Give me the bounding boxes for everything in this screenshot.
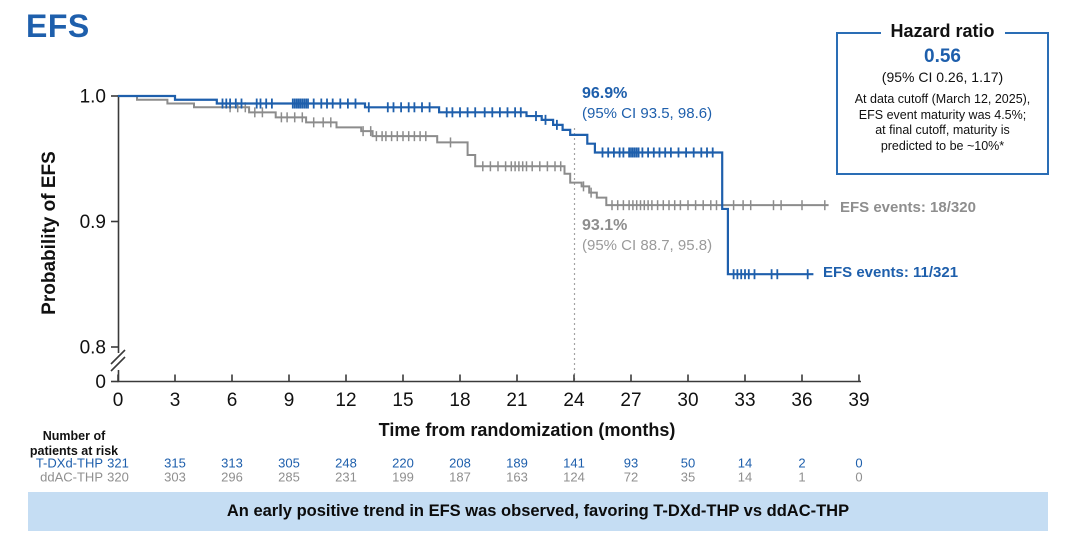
x-tick-label: 39 <box>848 390 869 411</box>
x-tick-label: 0 <box>113 390 124 411</box>
risk-value: 321 <box>107 456 129 471</box>
landmark-pct-ddac: 93.1% <box>582 217 628 234</box>
risk-header-line2: patients at risk <box>29 444 119 458</box>
risk-header-line1: Number of <box>42 429 106 443</box>
y-tick-label: 0 <box>95 372 106 393</box>
risk-value: 1 <box>798 470 805 485</box>
risk-value: 14 <box>738 470 752 485</box>
x-tick-label: 27 <box>620 390 641 411</box>
risk-value: 231 <box>335 470 357 485</box>
hazard-ratio-ci: (95% CI 0.26, 1.17) <box>881 69 1004 85</box>
y-axis-break-slash <box>110 356 126 372</box>
risk-value: 199 <box>392 470 414 485</box>
x-tick-label: 21 <box>506 390 527 411</box>
risk-table-header: Number of patients at risk <box>8 429 140 459</box>
risk-value: 208 <box>449 456 471 471</box>
efs-events-label-tdxd: EFS events: 11/321 <box>823 264 959 281</box>
km-curve-ddac-thp <box>118 95 829 207</box>
risk-row-label: T-DXd-THP <box>36 456 103 471</box>
x-tick-label: 33 <box>734 390 755 411</box>
risk-value: 124 <box>563 470 585 485</box>
risk-row-label: ddAC-THP <box>40 470 103 485</box>
note-line-2: EFS event maturity was 4.5%; <box>858 107 1027 122</box>
risk-value: 2 <box>798 456 805 471</box>
risk-value: 189 <box>506 456 528 471</box>
hazard-ratio-box-title: Hazard ratio <box>880 21 1005 42</box>
risk-value: 313 <box>221 456 243 471</box>
x-tick-label: 6 <box>227 390 238 411</box>
x-tick-label: 9 <box>284 390 295 411</box>
y-tick-label: 0.8 <box>80 338 106 359</box>
km-chart: 1.00.90.800 3 6 9 12 15 18 21 24 27 30 33 36 39T-DXd-… <box>36 87 870 485</box>
conclusion-text: An early positive trend in EFS was obser… <box>226 502 850 520</box>
conclusion-banner: An early positive trend in EFS was obser… <box>28 492 1048 531</box>
km-curve-t-dxd-thp <box>118 94 814 276</box>
x-tick-label: 24 <box>563 390 585 411</box>
risk-value: 50 <box>681 456 695 471</box>
risk-value: 93 <box>624 456 638 471</box>
risk-value: 187 <box>449 470 471 485</box>
y-axis-label: Probability of EFS <box>39 151 60 315</box>
page-title: EFS <box>26 8 90 44</box>
risk-value: 14 <box>738 456 752 471</box>
risk-value: 303 <box>164 470 186 485</box>
x-tick-label: 30 <box>677 390 698 411</box>
y-tick-label: 0.9 <box>80 212 106 233</box>
landmark-ci-tdxd: (95% CI 93.5, 98.6) <box>582 105 713 122</box>
risk-value: 72 <box>624 470 638 485</box>
risk-value: 141 <box>563 456 585 471</box>
risk-value: 0 <box>855 470 862 485</box>
landmark-pct-tdxd: 96.9% <box>582 85 628 102</box>
landmark-annotation-tdxd: 96.9% (95% CI 93.5, 98.6) <box>582 84 712 124</box>
landmark-annotation-ddac: 93.1% (95% CI 88.7, 95.8) <box>582 216 712 256</box>
risk-value: 305 <box>278 456 300 471</box>
risk-value: 320 <box>107 470 129 485</box>
risk-value: 296 <box>221 470 243 485</box>
risk-value: 248 <box>335 456 357 471</box>
risk-value: 220 <box>392 456 414 471</box>
hazard-ratio-value: 0.56 <box>924 46 961 67</box>
risk-value: 163 <box>506 470 528 485</box>
x-tick-label: 18 <box>449 390 470 411</box>
x-axis-label: Time from randomization (months) <box>378 420 676 440</box>
x-tick-label: 15 <box>392 390 413 411</box>
risk-value: 285 <box>278 470 300 485</box>
note-line-1: At data cutoff (March 12, 2025), <box>854 92 1031 106</box>
risk-value: 315 <box>164 456 186 471</box>
landmark-ci-ddac: (95% CI 88.7, 95.8) <box>582 237 713 254</box>
note-line-4: predicted to be ~10%* <box>880 138 1005 153</box>
y-tick-label: 1.0 <box>80 87 106 108</box>
efs-events-label-ddac: EFS events: 18/320 <box>840 199 976 216</box>
y-axis-break-gap <box>111 353 126 370</box>
y-axis-break-slash <box>110 349 126 365</box>
risk-value: 0 <box>855 456 862 471</box>
risk-value: 35 <box>681 470 695 485</box>
hazard-ratio-box: Hazard ratio 0.56 (95% CI 0.26, 1.17) At… <box>836 21 1049 175</box>
x-tick-label: 36 <box>791 390 812 411</box>
x-tick-label: 12 <box>335 390 356 411</box>
note-line-3: at final cutoff, maturity is <box>875 123 1010 137</box>
x-tick-label: 3 <box>170 390 181 411</box>
hazard-ratio-note: At data cutoff (March 12, 2025), EFS eve… <box>838 92 1047 154</box>
